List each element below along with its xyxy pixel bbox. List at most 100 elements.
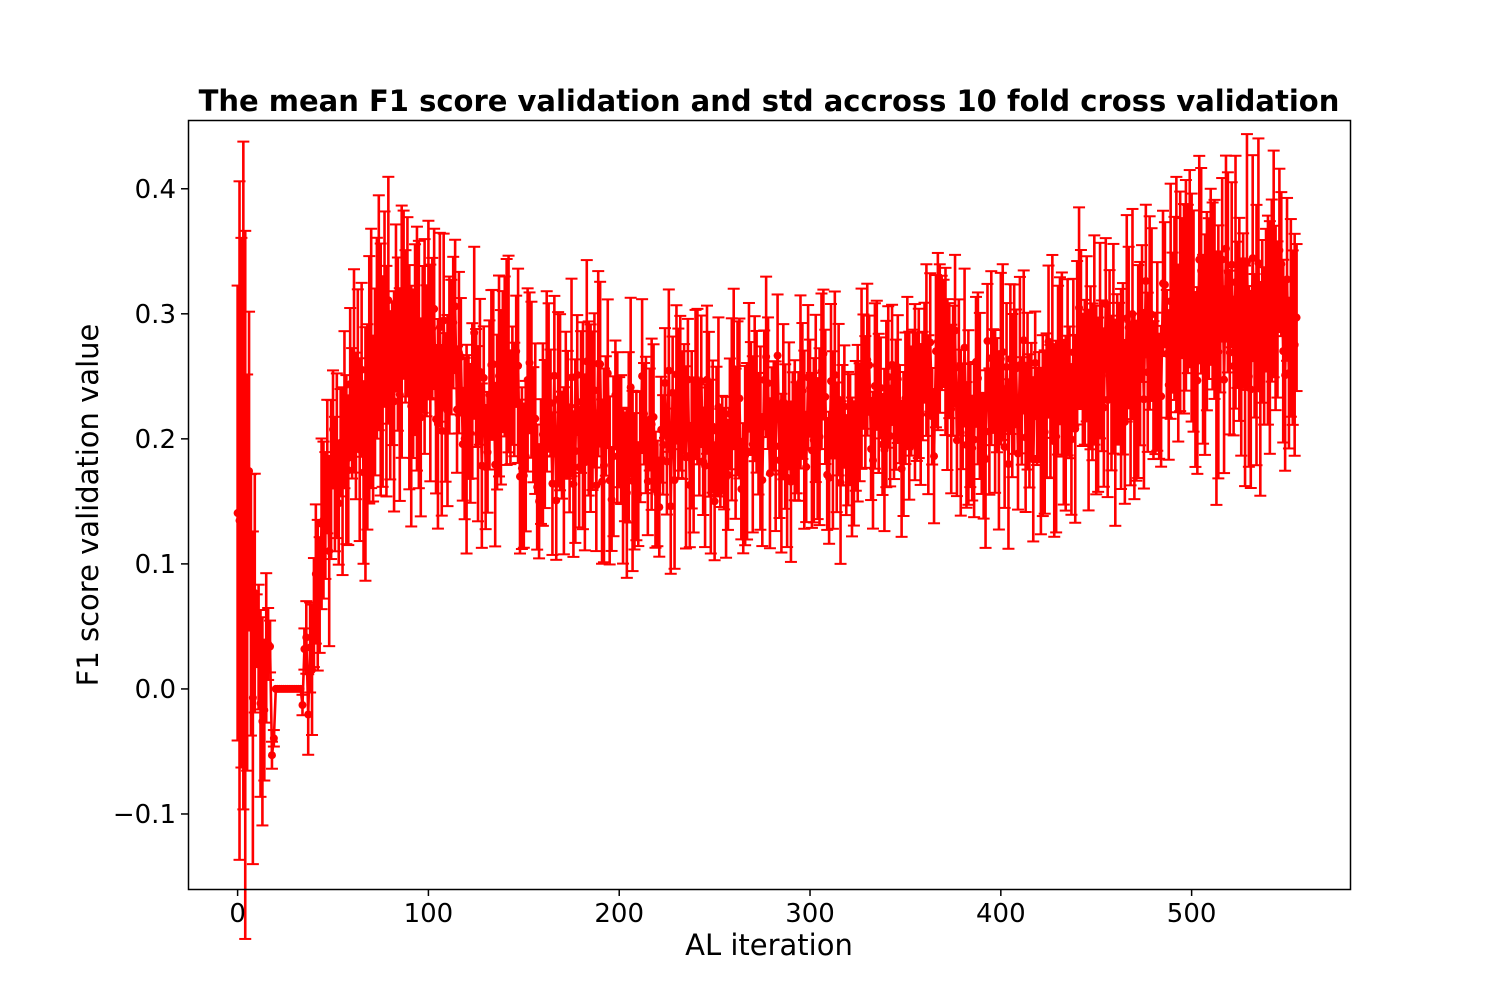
- mean-point: [1180, 304, 1188, 313]
- mean-point: [1220, 375, 1229, 384]
- mean-point: [649, 413, 658, 422]
- mean-point: [659, 440, 668, 449]
- mean-point: [1183, 284, 1192, 293]
- mean-point: [1118, 364, 1127, 373]
- mean-point: [1055, 346, 1064, 355]
- mean-point: [855, 418, 864, 427]
- mean-point: [817, 367, 826, 376]
- mean-point: [647, 420, 656, 429]
- mean-point: [370, 377, 379, 386]
- y-tick-label: 0.2: [135, 425, 176, 455]
- mean-point: [891, 400, 900, 409]
- mean-point: [504, 350, 513, 359]
- mean-point: [403, 302, 412, 311]
- mean-point: [985, 427, 994, 436]
- mean-point: [401, 322, 410, 331]
- mean-point: [605, 476, 614, 485]
- mean-point: [830, 370, 839, 379]
- mean-point: [1120, 417, 1129, 426]
- mean-point: [557, 441, 566, 450]
- mean-point: [1097, 371, 1106, 380]
- mean-point: [411, 335, 420, 344]
- mean-point: [462, 445, 471, 454]
- mean-point: [578, 421, 587, 430]
- mean-point: [729, 364, 738, 373]
- mean-point: [315, 591, 324, 600]
- mean-point: [563, 410, 572, 419]
- mean-point: [758, 476, 767, 485]
- mean-point: [931, 347, 940, 356]
- mean-point: [889, 417, 898, 426]
- mean-point: [966, 421, 975, 430]
- mean-point: [899, 440, 908, 449]
- mean-point: [827, 377, 836, 386]
- mean-point: [1242, 258, 1251, 267]
- mean-point: [806, 384, 815, 393]
- mean-point: [752, 397, 761, 406]
- mean-point: [1288, 333, 1297, 342]
- mean-point: [1002, 362, 1011, 371]
- mean-point: [466, 429, 475, 438]
- mean-point: [248, 693, 257, 702]
- mean-point: [1250, 341, 1259, 350]
- mean-point: [330, 480, 339, 489]
- mean-point: [309, 608, 318, 617]
- mean-point: [496, 393, 505, 402]
- mean-point: [586, 414, 595, 423]
- mean-point: [886, 432, 895, 441]
- mean-point: [1046, 407, 1055, 416]
- mean-point: [559, 466, 568, 475]
- mean-point: [449, 318, 458, 327]
- mean-point: [857, 374, 866, 383]
- mean-point: [298, 701, 307, 710]
- mean-point: [546, 399, 555, 408]
- mean-point: [1143, 368, 1152, 377]
- mean-point: [243, 568, 252, 577]
- y-tick-label: 0.4: [135, 175, 176, 205]
- mean-point: [993, 391, 1002, 400]
- mean-point: [1187, 303, 1196, 312]
- mean-point: [367, 354, 376, 363]
- mean-point: [508, 381, 517, 390]
- mean-point: [1231, 278, 1240, 287]
- mean-point: [813, 444, 822, 453]
- mean-point: [433, 419, 442, 428]
- mean-point: [1275, 246, 1284, 255]
- mean-point: [245, 467, 254, 476]
- mean-point: [510, 395, 519, 404]
- mean-point: [712, 426, 721, 435]
- mean-point: [1157, 392, 1166, 401]
- mean-point: [1034, 403, 1043, 412]
- mean-point: [1260, 341, 1269, 350]
- mean-point: [1080, 368, 1089, 377]
- mean-point: [1141, 277, 1150, 286]
- mean-point: [762, 352, 771, 361]
- mean-point: [630, 477, 639, 486]
- mean-point: [536, 457, 545, 466]
- mean-point: [514, 361, 523, 370]
- mean-point: [636, 442, 645, 451]
- mean-point: [888, 360, 897, 369]
- mean-point: [267, 751, 276, 760]
- y-tick-label: 0.0: [135, 675, 176, 705]
- mean-point: [840, 402, 849, 411]
- y-tick-label: 0.1: [135, 550, 176, 580]
- mean-point: [1124, 323, 1133, 332]
- mean-point: [634, 490, 643, 499]
- mean-point: [468, 396, 477, 405]
- mean-point: [1244, 372, 1253, 381]
- mean-point: [582, 357, 591, 366]
- mean-point: [945, 356, 954, 365]
- mean-point: [1021, 433, 1030, 442]
- mean-point: [573, 371, 582, 380]
- x-axis: 0 100 200 300 400 500: [229, 889, 1216, 929]
- mean-point: [678, 411, 687, 420]
- mean-point: [376, 365, 385, 374]
- mean-point: [548, 479, 557, 488]
- mean-point: [266, 642, 275, 651]
- mean-point: [1223, 268, 1232, 277]
- mean-point: [1027, 395, 1036, 404]
- mean-point: [246, 600, 255, 609]
- mean-point: [653, 489, 662, 498]
- mean-point: [1088, 377, 1097, 386]
